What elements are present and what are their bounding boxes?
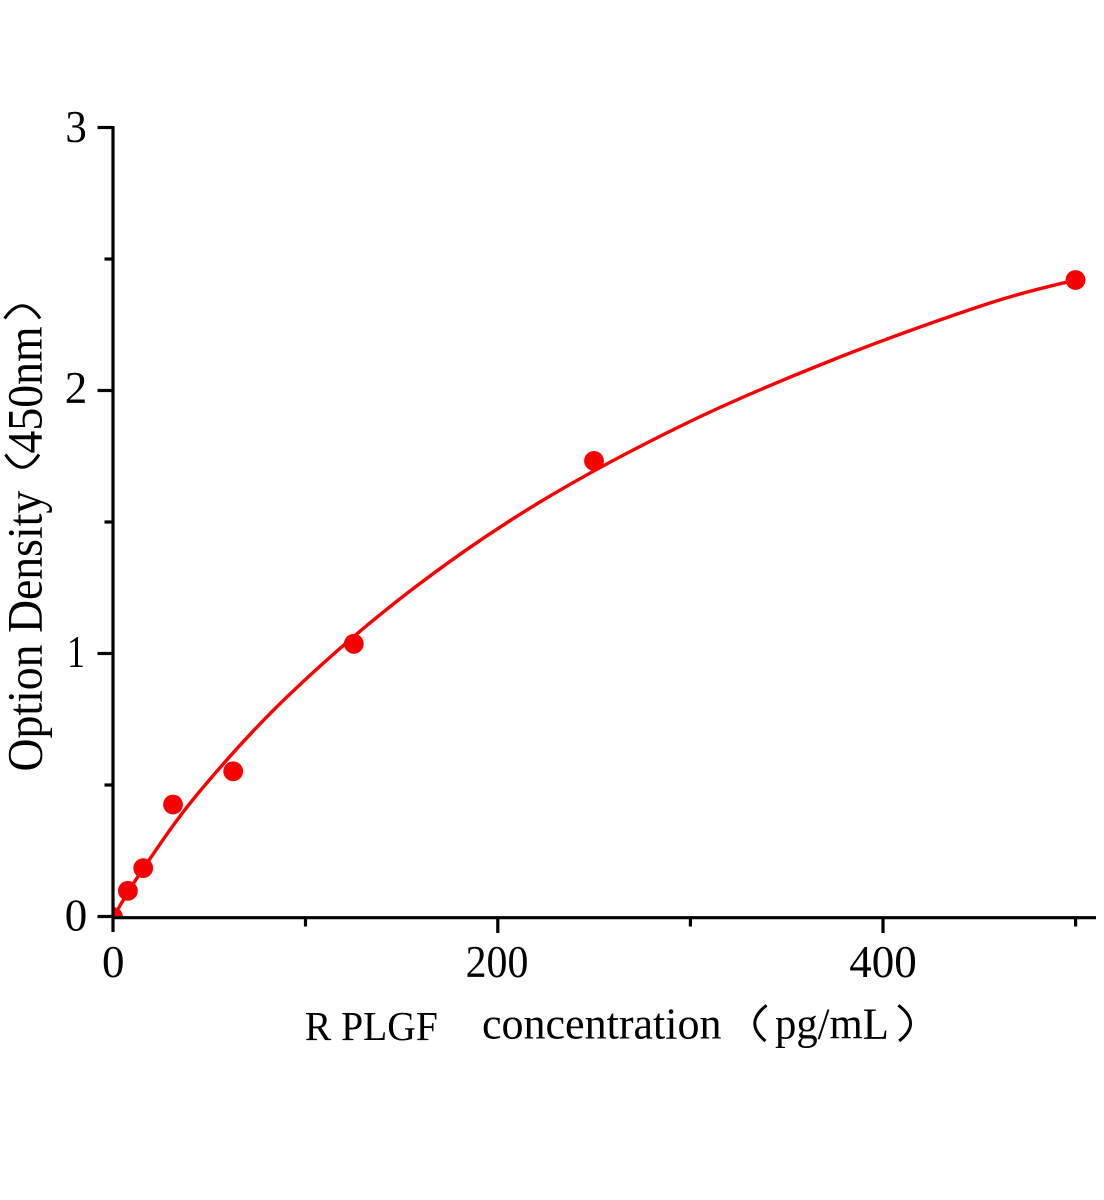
svg-text:2: 2 [65,363,88,413]
svg-text:200: 200 [466,938,529,988]
svg-text:0: 0 [65,891,88,941]
svg-text:concentration: concentration [482,1000,721,1049]
svg-text:Option Density: Option Density [0,491,53,772]
svg-text:3: 3 [65,103,86,152]
svg-text:pg/mL: pg/mL [775,1000,889,1049]
svg-text:R PLGF: R PLGF [305,1003,438,1049]
svg-text:0: 0 [102,937,125,987]
svg-text:450nm: 450nm [0,326,53,453]
svg-text:1: 1 [67,627,85,677]
svg-text:400: 400 [849,937,917,987]
